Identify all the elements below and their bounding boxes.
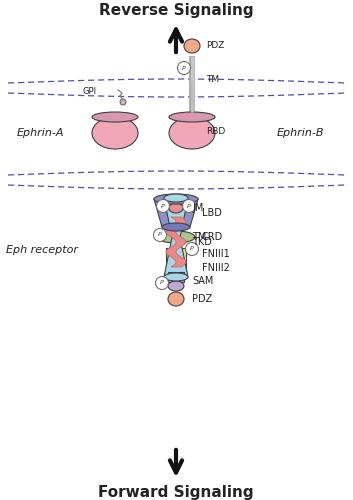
Text: TKD: TKD	[192, 237, 212, 247]
Text: P: P	[160, 280, 164, 285]
Text: RBD: RBD	[206, 126, 225, 136]
Ellipse shape	[92, 117, 138, 149]
Text: Ephrin-B: Ephrin-B	[276, 128, 324, 138]
Text: Forward Signaling: Forward Signaling	[98, 486, 254, 500]
Ellipse shape	[162, 223, 190, 231]
Text: PDZ: PDZ	[206, 42, 225, 50]
Text: TM: TM	[192, 232, 207, 242]
Text: P: P	[182, 66, 186, 70]
Text: Reverse Signaling: Reverse Signaling	[99, 2, 253, 18]
Ellipse shape	[168, 281, 184, 291]
Text: P: P	[187, 204, 191, 208]
Text: JM: JM	[192, 203, 203, 213]
Polygon shape	[164, 198, 188, 237]
Polygon shape	[154, 199, 198, 227]
Ellipse shape	[92, 112, 138, 122]
Ellipse shape	[168, 292, 184, 306]
Ellipse shape	[164, 194, 188, 202]
Text: FNIII1: FNIII1	[202, 249, 230, 259]
Ellipse shape	[157, 231, 195, 243]
Text: PDZ: PDZ	[192, 294, 212, 304]
Text: TM: TM	[206, 76, 219, 84]
Text: Eph receptor: Eph receptor	[6, 245, 78, 255]
Ellipse shape	[169, 117, 215, 149]
Text: P: P	[190, 246, 194, 252]
Bar	[166, 248, 186, 260]
Text: P: P	[158, 232, 162, 237]
Polygon shape	[166, 217, 186, 267]
Circle shape	[183, 200, 196, 212]
Text: Ephrin-A: Ephrin-A	[16, 128, 64, 138]
Ellipse shape	[169, 203, 183, 213]
Polygon shape	[164, 238, 188, 277]
Text: FNIII2: FNIII2	[202, 263, 230, 273]
Text: LBD: LBD	[202, 208, 222, 218]
Circle shape	[156, 200, 169, 212]
Bar	[168, 272, 184, 282]
Text: P: P	[161, 204, 165, 208]
Ellipse shape	[164, 273, 188, 281]
Ellipse shape	[154, 194, 198, 204]
Text: GPI: GPI	[83, 88, 97, 96]
Bar	[166, 262, 186, 274]
Ellipse shape	[184, 39, 200, 53]
Circle shape	[154, 228, 167, 241]
Ellipse shape	[169, 112, 215, 122]
Circle shape	[156, 276, 168, 289]
Circle shape	[120, 99, 126, 105]
Circle shape	[185, 242, 198, 256]
Text: SAM: SAM	[192, 276, 213, 286]
Text: CRD: CRD	[202, 232, 223, 242]
Circle shape	[178, 62, 191, 74]
